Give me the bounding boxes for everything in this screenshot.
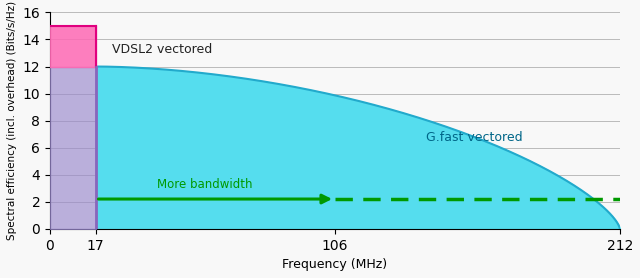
Text: G.fast vectored: G.fast vectored [426, 131, 523, 144]
Y-axis label: Spectral efficiency (incl. overhead) (Bits/s/Hz): Spectral efficiency (incl. overhead) (Bi… [7, 1, 17, 240]
X-axis label: Frequency (MHz): Frequency (MHz) [282, 258, 387, 271]
Text: More bandwidth: More bandwidth [157, 178, 253, 191]
Text: VDSL2 vectored: VDSL2 vectored [112, 43, 212, 56]
